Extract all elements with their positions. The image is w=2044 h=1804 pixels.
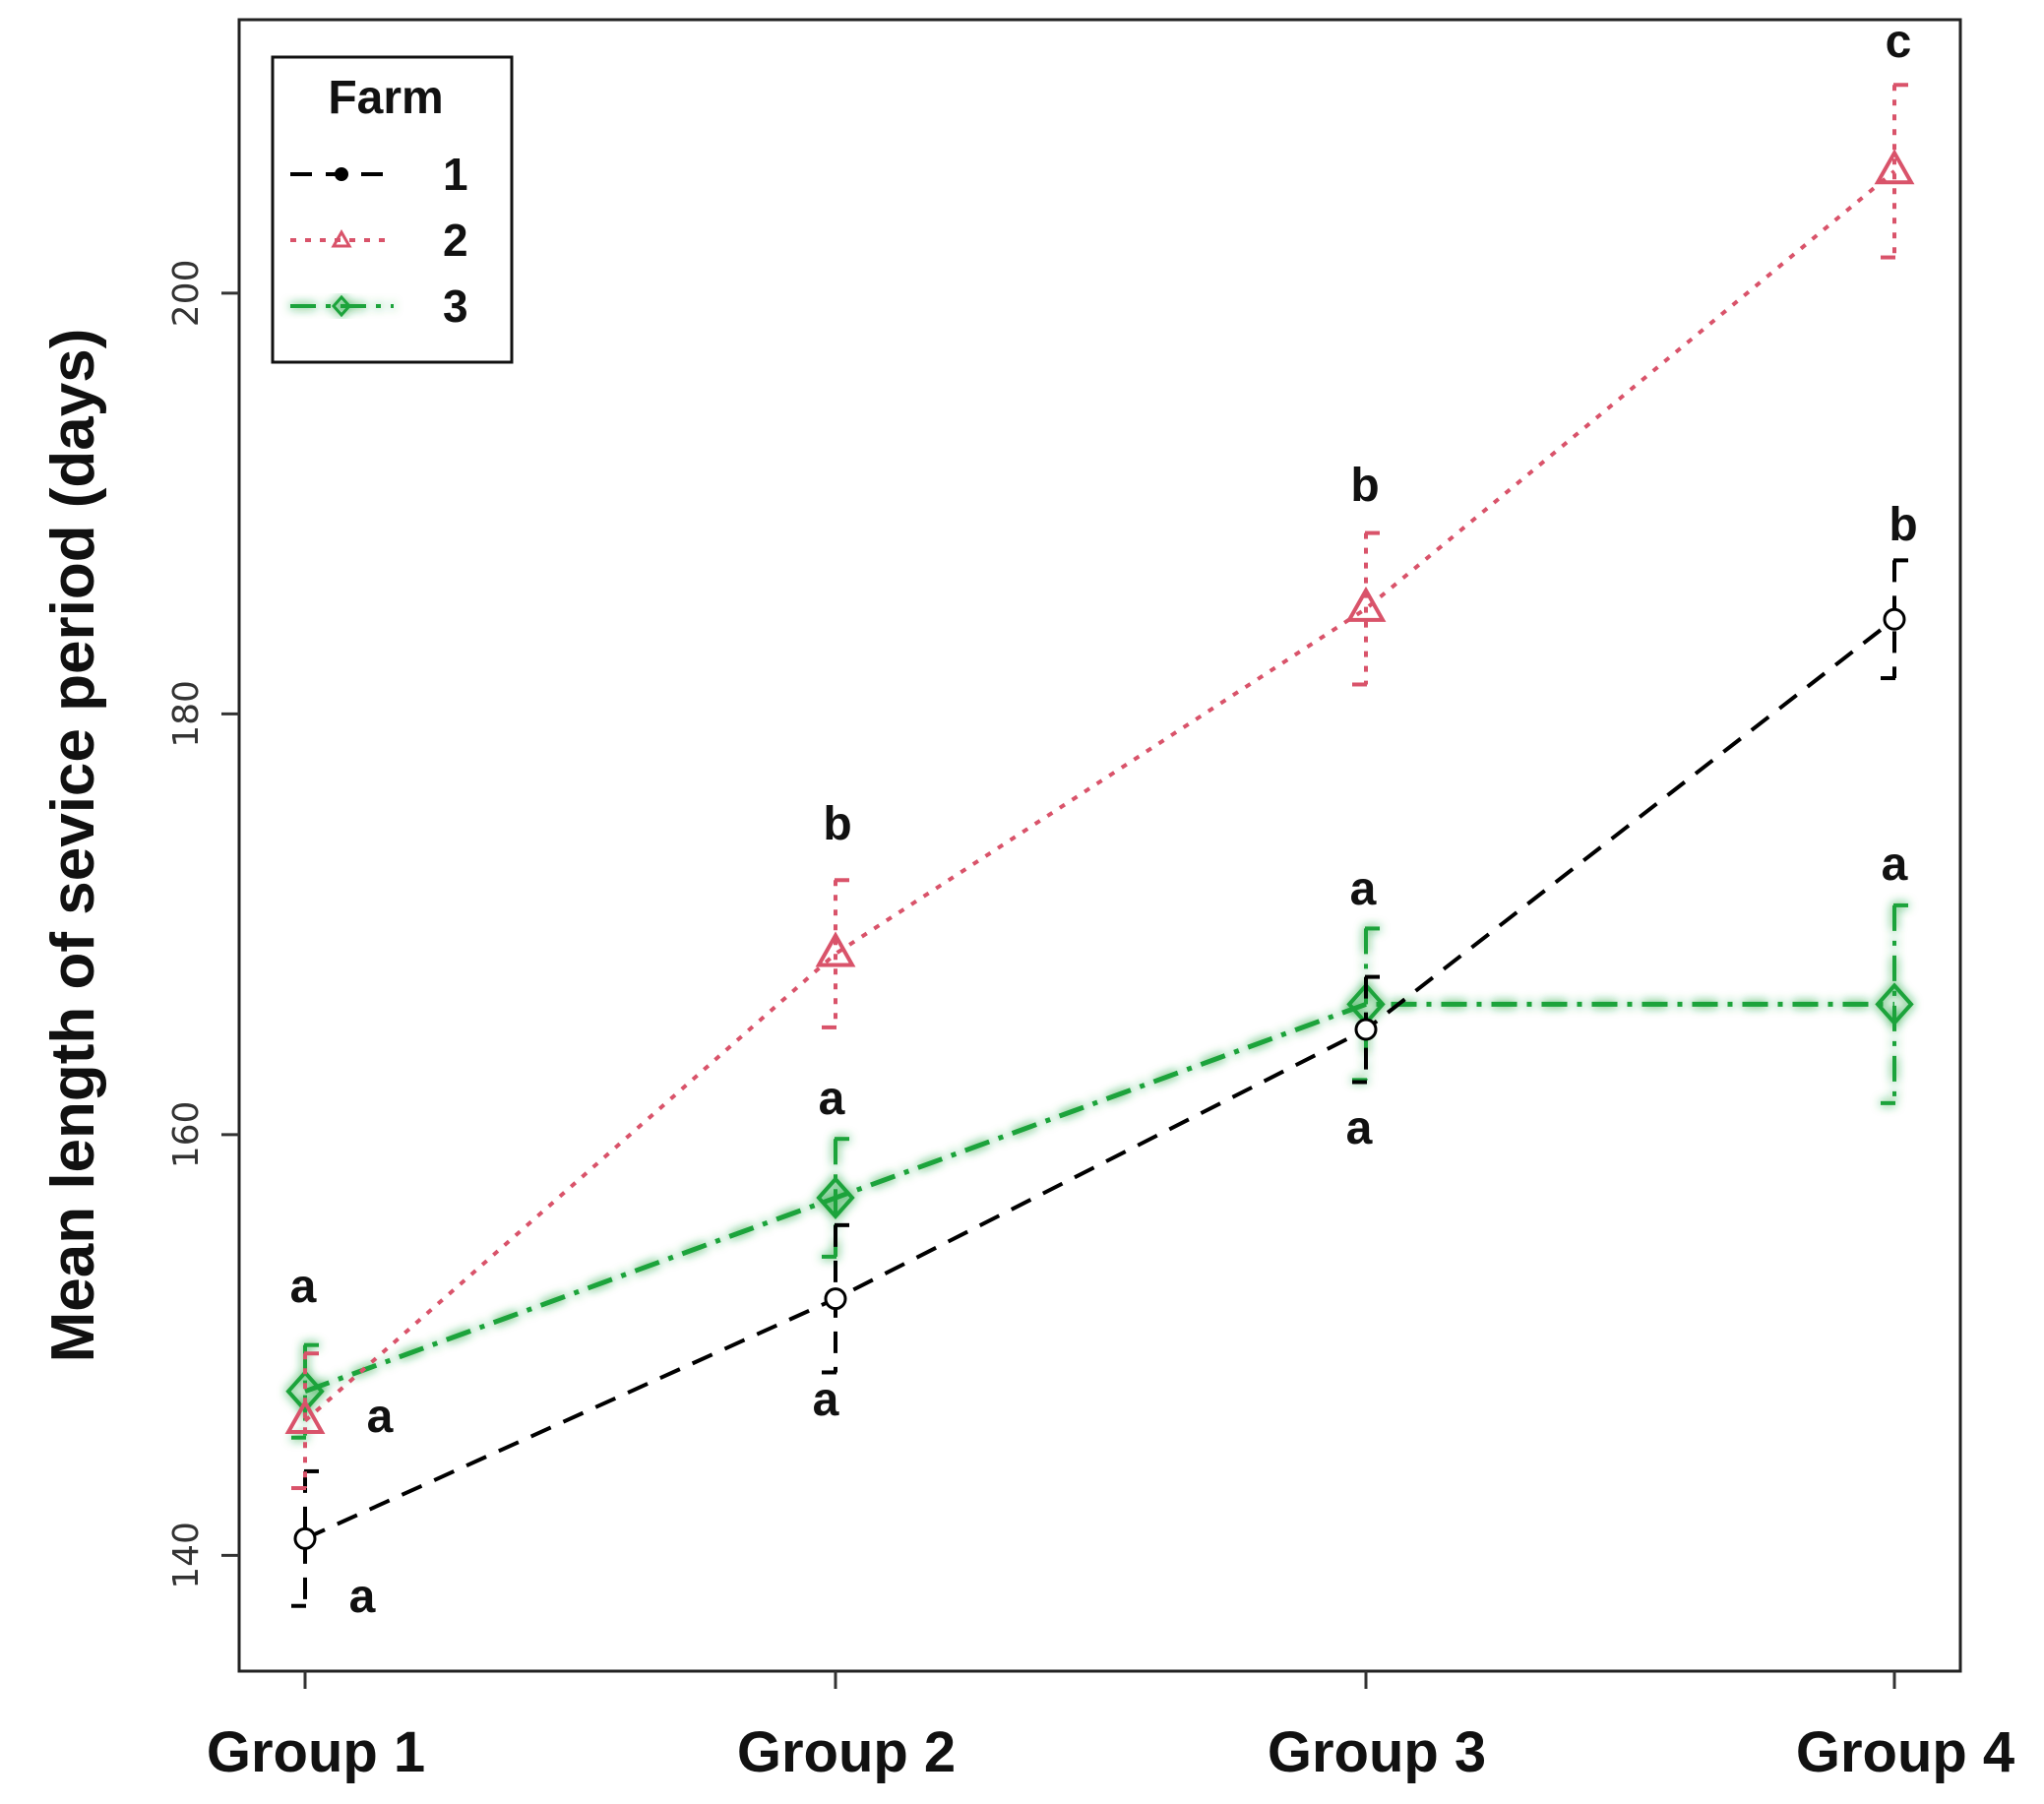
legend-label: 1 <box>443 149 468 200</box>
y-tick-label: 160 <box>166 1101 207 1169</box>
significance-letter: b <box>1350 460 1379 512</box>
significance-letter: a <box>349 1571 376 1623</box>
significance-letter: a <box>1346 1102 1373 1154</box>
series-farm-3 <box>285 902 1914 1440</box>
series-farm-1 <box>291 558 1908 1608</box>
significance-letter: a <box>819 1073 845 1125</box>
legend-entry-farm-2 <box>290 228 394 248</box>
legend-label: 2 <box>443 215 468 266</box>
data-point <box>285 1369 325 1413</box>
significance-letter: a <box>1350 863 1377 915</box>
significance-letter: a <box>1882 839 1908 891</box>
data-point <box>1354 1018 1378 1041</box>
legend-box <box>271 55 514 364</box>
legend-marker <box>335 167 348 181</box>
x-tick-label: Group 2 <box>737 1720 956 1784</box>
legend: Farm 1 2 3 <box>271 55 514 364</box>
series-line <box>303 169 1896 1423</box>
data-point <box>293 1526 317 1550</box>
significance-letter: a <box>290 1261 317 1313</box>
significance-letter: b <box>1889 499 1917 551</box>
y-tick-label: 200 <box>166 260 207 328</box>
data-point <box>816 1176 855 1220</box>
legend-marker <box>331 228 352 248</box>
legend-title: Farm <box>328 72 443 124</box>
series-farm-2 <box>284 83 1915 1491</box>
series-line <box>304 1001 1894 1395</box>
significance-letters: a a a b a b b c a a a a <box>290 16 1918 1623</box>
y-tick-label: 180 <box>166 680 207 748</box>
legend-label: 3 <box>443 280 468 332</box>
y-axis: 140 160 180 200 <box>166 260 239 1589</box>
series-layer <box>284 83 1915 1608</box>
data-point <box>1883 607 1906 631</box>
plot-area-frame <box>237 18 1962 1673</box>
significance-letter: a <box>367 1391 394 1443</box>
legend-entry-farm-1 <box>290 167 394 181</box>
significance-letter: a <box>813 1374 839 1426</box>
data-point <box>1345 586 1387 622</box>
x-axis: Group 1 Group 2 Group 3 Group 4 <box>207 1671 2014 1784</box>
data-point <box>815 931 856 967</box>
data-point <box>284 1398 326 1435</box>
y-tick-label: 140 <box>166 1522 207 1589</box>
data-point <box>1875 982 1914 1026</box>
x-tick-label: Group 3 <box>1268 1720 1486 1784</box>
x-tick-label: Group 4 <box>1796 1720 2014 1784</box>
data-point <box>1874 149 1915 185</box>
data-point <box>824 1287 847 1311</box>
series-line <box>304 617 1896 1541</box>
legend-marker <box>331 294 352 318</box>
significance-letter: b <box>823 798 851 850</box>
x-tick-label: Group 1 <box>207 1720 425 1784</box>
significance-letter: c <box>1886 16 1912 68</box>
y-axis-label: Mean length of sevice period (days) <box>39 329 107 1363</box>
legend-entry-farm-3 <box>290 294 394 318</box>
